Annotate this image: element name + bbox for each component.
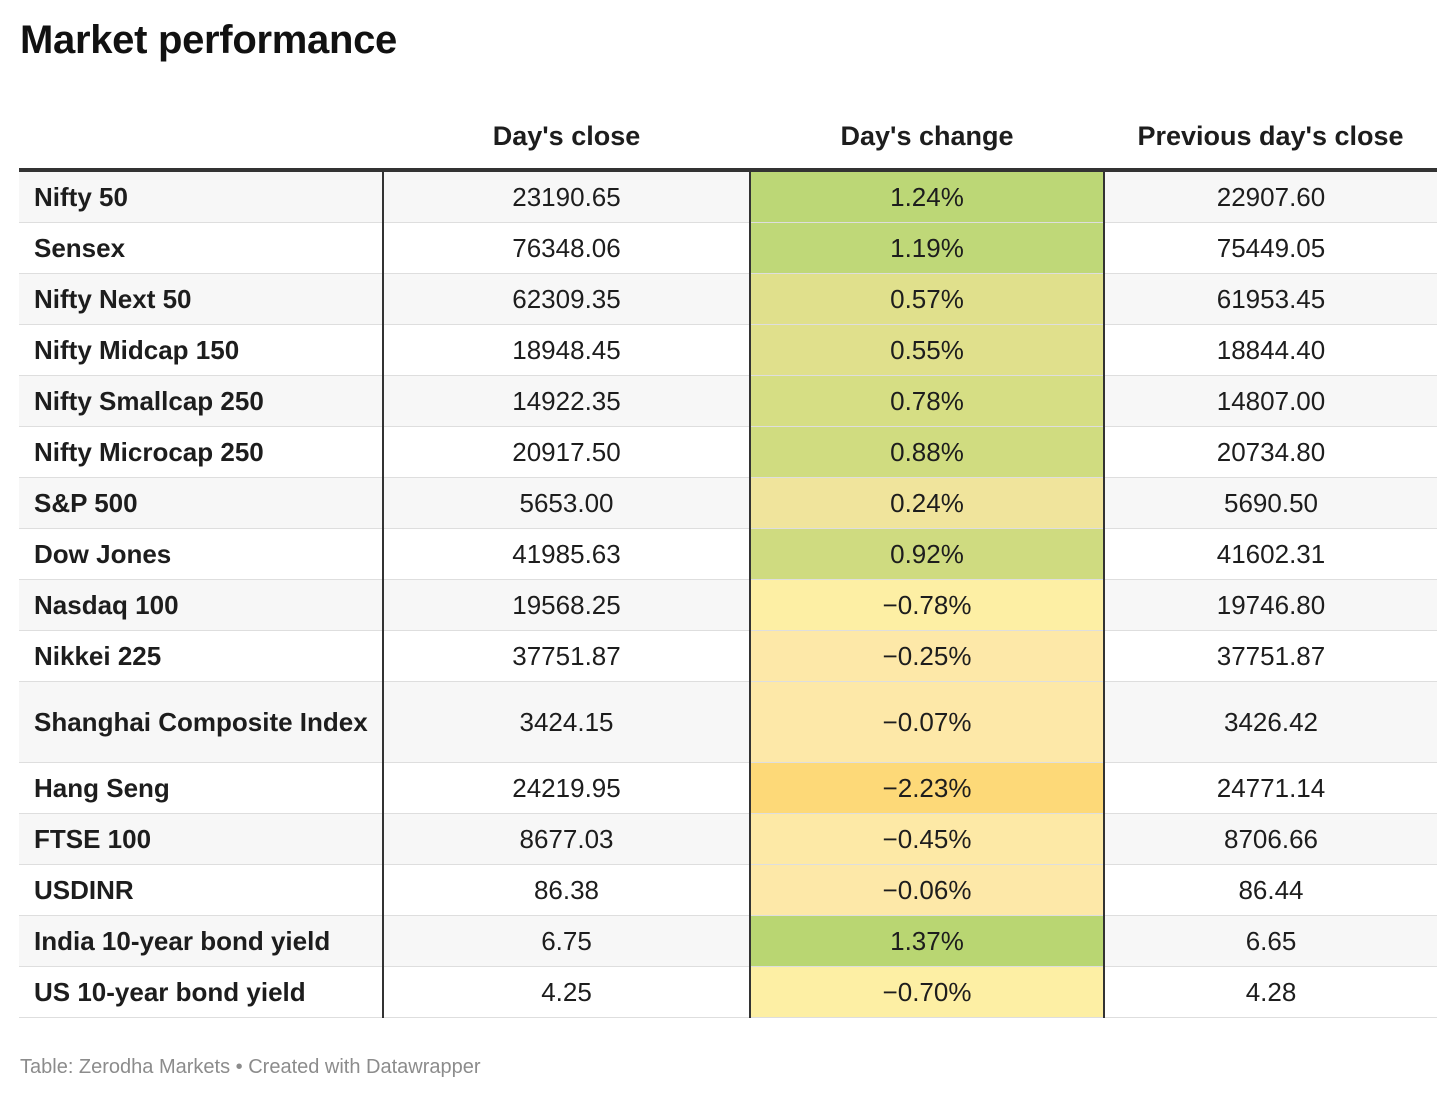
table-row: USDINR 86.38 −0.06% 86.44 <box>19 864 1437 916</box>
row-name: US 10-year bond yield <box>19 966 384 1018</box>
table-row: Nikkei 225 37751.87 −0.25% 37751.87 <box>19 630 1437 682</box>
row-days-close: 20917.50 <box>383 426 751 478</box>
row-days-close: 19568.25 <box>383 579 751 631</box>
row-days-change: −0.70% <box>750 966 1105 1018</box>
row-days-close: 14922.35 <box>383 375 751 427</box>
row-previous-close: 37751.87 <box>1104 630 1437 682</box>
row-days-change: 1.19% <box>750 222 1105 274</box>
table-row: Nifty Microcap 250 20917.50 0.88% 20734.80 <box>19 426 1437 478</box>
row-previous-close: 14807.00 <box>1104 375 1437 427</box>
row-days-close: 37751.87 <box>383 630 751 682</box>
table-row: FTSE 100 8677.03 −0.45% 8706.66 <box>19 813 1437 865</box>
row-days-close: 5653.00 <box>383 477 751 529</box>
row-name: FTSE 100 <box>19 813 384 865</box>
row-days-close: 24219.95 <box>383 762 751 814</box>
source-note: Table: Zerodha Markets • Created with Da… <box>20 1056 481 1078</box>
row-days-change: −0.07% <box>750 681 1105 763</box>
row-name: USDINR <box>19 864 384 916</box>
table-body: Nifty 50 23190.65 1.24% 22907.60 Sensex 76348… <box>19 170 1437 1018</box>
row-name: Nikkei 225 <box>19 630 384 682</box>
table-row: Nifty Next 50 62309.35 0.57% 61953.45 <box>19 273 1437 325</box>
row-days-close: 62309.35 <box>383 273 751 325</box>
row-days-change: −0.06% <box>750 864 1105 916</box>
row-days-change: 0.57% <box>750 273 1105 325</box>
row-days-change: 0.78% <box>750 375 1105 427</box>
table-row: S&P 500 5653.00 0.24% 5690.50 <box>19 477 1437 529</box>
header-days-close: Day's close <box>383 104 750 172</box>
row-days-close: 4.25 <box>383 966 751 1018</box>
row-previous-close: 18844.40 <box>1104 324 1437 376</box>
table-row: India 10-year bond yield 6.75 1.37% 6.65 <box>19 915 1437 967</box>
row-days-change: 0.88% <box>750 426 1105 478</box>
row-days-change: 1.24% <box>750 170 1105 223</box>
header-days-change: Day's change <box>750 104 1104 172</box>
row-name: Nasdaq 100 <box>19 579 384 631</box>
row-days-change: −0.78% <box>750 579 1105 631</box>
row-days-close: 3424.15 <box>383 681 751 763</box>
table-row: Shanghai Composite Index 3424.15 −0.07% 342… <box>19 681 1437 763</box>
row-days-change: 0.55% <box>750 324 1105 376</box>
row-previous-close: 5690.50 <box>1104 477 1437 529</box>
row-name: Nifty Next 50 <box>19 273 384 325</box>
header-previous-close: Previous day's close <box>1104 104 1437 172</box>
table-row: Dow Jones 41985.63 0.92% 41602.31 <box>19 528 1437 580</box>
row-previous-close: 20734.80 <box>1104 426 1437 478</box>
row-days-change: 1.37% <box>750 915 1105 967</box>
table-row: Hang Seng 24219.95 −2.23% 24771.14 <box>19 762 1437 814</box>
row-days-change: −0.25% <box>750 630 1105 682</box>
row-previous-close: 8706.66 <box>1104 813 1437 865</box>
page-title: Market performance <box>20 18 397 62</box>
row-name: Nifty 50 <box>19 170 384 223</box>
row-previous-close: 19746.80 <box>1104 579 1437 631</box>
row-days-close: 41985.63 <box>383 528 751 580</box>
table-row: Nifty Midcap 150 18948.45 0.55% 18844.40 <box>19 324 1437 376</box>
row-previous-close: 4.28 <box>1104 966 1437 1018</box>
row-previous-close: 61953.45 <box>1104 273 1437 325</box>
table-row: Nasdaq 100 19568.25 −0.78% 19746.80 <box>19 579 1437 631</box>
row-days-change: −0.45% <box>750 813 1105 865</box>
row-previous-close: 86.44 <box>1104 864 1437 916</box>
row-name: Nifty Midcap 150 <box>19 324 384 376</box>
table-row: US 10-year bond yield 4.25 −0.70% 4.28 <box>19 966 1437 1018</box>
row-days-change: −2.23% <box>750 762 1105 814</box>
table-row: Nifty 50 23190.65 1.24% 22907.60 <box>19 170 1437 223</box>
row-days-change: 0.92% <box>750 528 1105 580</box>
row-days-change: 0.24% <box>750 477 1105 529</box>
row-days-close: 18948.45 <box>383 324 751 376</box>
row-days-close: 6.75 <box>383 915 751 967</box>
row-name: Shanghai Composite Index <box>19 681 384 763</box>
row-name: Hang Seng <box>19 762 384 814</box>
row-name: Nifty Microcap 250 <box>19 426 384 478</box>
row-previous-close: 3426.42 <box>1104 681 1437 763</box>
row-name: India 10-year bond yield <box>19 915 384 967</box>
row-previous-close: 22907.60 <box>1104 170 1437 223</box>
row-days-close: 23190.65 <box>383 170 751 223</box>
row-name: Nifty Smallcap 250 <box>19 375 384 427</box>
table-row: Nifty Smallcap 250 14922.35 0.78% 14807.00 <box>19 375 1437 427</box>
table-row: Sensex 76348.06 1.19% 75449.05 <box>19 222 1437 274</box>
row-days-close: 8677.03 <box>383 813 751 865</box>
row-name: Sensex <box>19 222 384 274</box>
header-name <box>19 104 383 172</box>
row-days-close: 86.38 <box>383 864 751 916</box>
row-previous-close: 41602.31 <box>1104 528 1437 580</box>
row-previous-close: 6.65 <box>1104 915 1437 967</box>
row-previous-close: 75449.05 <box>1104 222 1437 274</box>
header-row: Day's close Day's change Previous day's … <box>19 104 1437 172</box>
row-name: Dow Jones <box>19 528 384 580</box>
market-table: Day's close Day's change Previous day's … <box>19 104 1437 1018</box>
row-previous-close: 24771.14 <box>1104 762 1437 814</box>
row-name: S&P 500 <box>19 477 384 529</box>
row-days-close: 76348.06 <box>383 222 751 274</box>
